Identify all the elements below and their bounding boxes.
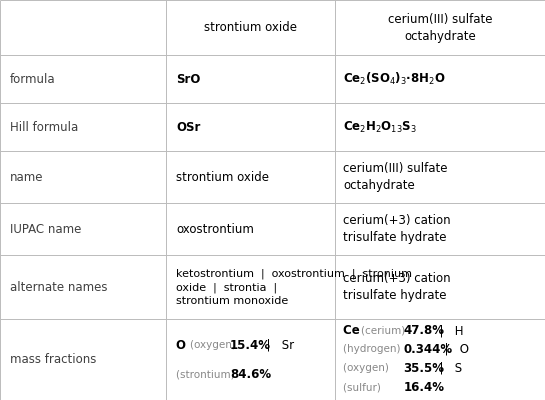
Text: Ce$_2$(SO$_4$)$_3$·8H$_2$O: Ce$_2$(SO$_4$)$_3$·8H$_2$O <box>343 71 446 87</box>
Text: name: name <box>10 171 43 184</box>
Text: Ce: Ce <box>343 324 364 337</box>
Text: (oxygen): (oxygen) <box>190 340 239 350</box>
Text: 84.6%: 84.6% <box>230 368 271 381</box>
Text: |   S: | S <box>432 362 462 375</box>
Text: OSr: OSr <box>176 121 201 134</box>
Text: Hill formula: Hill formula <box>10 121 78 134</box>
Text: alternate names: alternate names <box>10 281 107 294</box>
Text: Ce$_2$H$_2$O$_{13}$S$_3$: Ce$_2$H$_2$O$_{13}$S$_3$ <box>343 120 417 135</box>
Text: 0.344%: 0.344% <box>403 342 452 356</box>
Text: IUPAC name: IUPAC name <box>10 223 81 236</box>
Text: O: O <box>176 338 190 352</box>
Text: cerium(+3) cation
trisulfate hydrate: cerium(+3) cation trisulfate hydrate <box>343 214 451 244</box>
Text: cerium(III) sulfate
octahydrate: cerium(III) sulfate octahydrate <box>343 162 448 192</box>
Text: |   O: | O <box>437 342 469 356</box>
Text: (oxygen): (oxygen) <box>343 364 392 374</box>
Text: |   Sr: | Sr <box>259 338 294 352</box>
Text: cerium(III) sulfate
octahydrate: cerium(III) sulfate octahydrate <box>388 12 492 42</box>
Text: (hydrogen): (hydrogen) <box>343 344 404 354</box>
Text: formula: formula <box>10 73 56 86</box>
Text: 15.4%: 15.4% <box>230 338 271 352</box>
Text: 35.5%: 35.5% <box>403 362 444 375</box>
Text: SrO: SrO <box>176 73 201 86</box>
Text: ketostrontium  |  oxostrontium  |  stronium
oxide  |  strontia  |
strontium mono: ketostrontium | oxostrontium | stronium … <box>176 268 412 306</box>
Text: (cerium): (cerium) <box>361 326 409 336</box>
Text: |   H: | H <box>432 324 464 337</box>
Text: (sulfur): (sulfur) <box>343 382 384 392</box>
Text: strontium oxide: strontium oxide <box>176 171 269 184</box>
Text: (strontium): (strontium) <box>176 369 238 379</box>
Text: 16.4%: 16.4% <box>403 380 444 394</box>
Text: mass fractions: mass fractions <box>10 353 96 366</box>
Text: strontium oxide: strontium oxide <box>204 21 297 34</box>
Text: 47.8%: 47.8% <box>403 324 444 337</box>
Text: cerium(+3) cation
trisulfate hydrate: cerium(+3) cation trisulfate hydrate <box>343 272 451 302</box>
Text: oxostrontium: oxostrontium <box>176 223 254 236</box>
